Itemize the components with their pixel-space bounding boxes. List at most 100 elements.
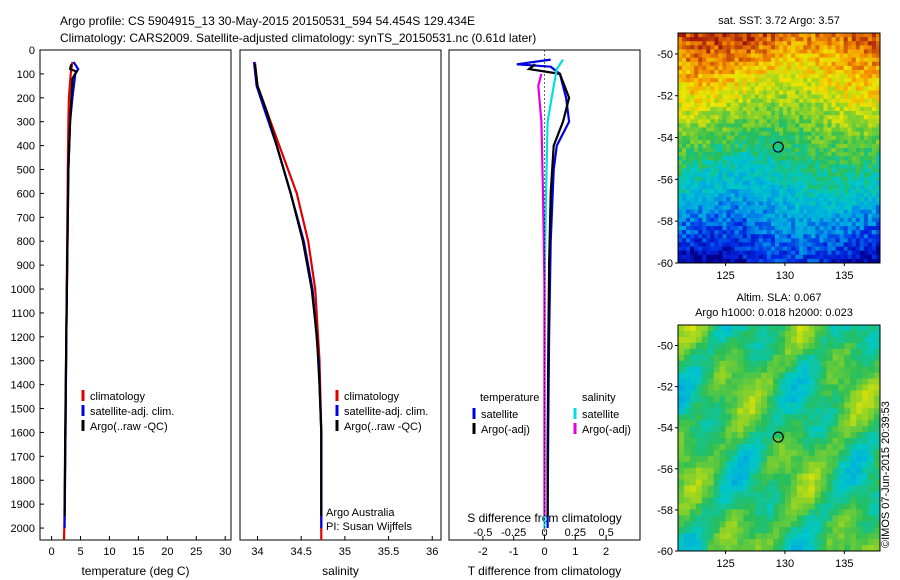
map-cell bbox=[867, 82, 873, 87]
map-cell bbox=[678, 90, 683, 96]
map-cell bbox=[701, 443, 709, 451]
map-cell bbox=[819, 246, 824, 252]
map-cell bbox=[713, 533, 720, 540]
map-cell bbox=[678, 250, 683, 256]
map-cell bbox=[871, 135, 877, 141]
map-cell bbox=[843, 160, 849, 165]
map-cell bbox=[690, 217, 695, 223]
map-cell bbox=[710, 127, 715, 132]
y-tick-label: 1800 bbox=[11, 475, 35, 487]
map-cell bbox=[855, 180, 861, 186]
map-cell bbox=[844, 426, 851, 433]
map-cell bbox=[678, 41, 683, 46]
map-cell bbox=[734, 94, 739, 100]
map-cell bbox=[867, 184, 873, 190]
map-cell bbox=[815, 139, 820, 145]
map-cell bbox=[820, 325, 827, 332]
map-cell bbox=[742, 226, 748, 231]
map-cell bbox=[874, 330, 881, 338]
map-cell bbox=[689, 479, 697, 486]
map-cell bbox=[690, 90, 695, 96]
map-cell bbox=[707, 354, 715, 362]
map-cell bbox=[737, 473, 744, 481]
map-cell bbox=[738, 217, 744, 223]
map-cell bbox=[750, 152, 756, 157]
map-cell bbox=[787, 45, 792, 50]
map-cell bbox=[742, 152, 748, 157]
map-cell bbox=[874, 485, 881, 492]
map-cell bbox=[706, 201, 711, 206]
map-cell bbox=[694, 86, 699, 91]
map-cell bbox=[750, 94, 756, 100]
map-cell bbox=[746, 250, 752, 256]
map-cell bbox=[689, 408, 697, 415]
map-cell bbox=[690, 148, 695, 153]
map-cell bbox=[791, 143, 796, 149]
map-cell bbox=[803, 156, 808, 161]
map-cell bbox=[755, 408, 762, 415]
map-cell bbox=[755, 372, 762, 379]
map-cell bbox=[766, 221, 772, 227]
map-cell bbox=[831, 115, 836, 120]
map-cell bbox=[779, 230, 784, 235]
map-cell bbox=[761, 479, 768, 486]
map-cell bbox=[850, 354, 857, 362]
map-cell bbox=[689, 336, 697, 344]
map-cell bbox=[737, 402, 744, 409]
map-cell bbox=[871, 254, 877, 260]
map-cell bbox=[863, 82, 869, 87]
map-cell bbox=[706, 61, 711, 67]
map-cell bbox=[755, 366, 762, 373]
map-cell bbox=[749, 479, 756, 486]
map-cell bbox=[726, 238, 731, 243]
map-cell bbox=[851, 65, 857, 71]
map-cell bbox=[867, 49, 873, 54]
map-cell bbox=[799, 57, 804, 63]
map-cell bbox=[863, 111, 869, 116]
map-cell bbox=[742, 242, 748, 247]
map-cell bbox=[815, 106, 820, 112]
map-cell bbox=[839, 111, 845, 116]
map-cell bbox=[701, 515, 709, 522]
map-cell bbox=[694, 254, 699, 260]
map-cell bbox=[802, 360, 810, 368]
map-cell bbox=[783, 221, 788, 227]
map-cell bbox=[827, 86, 832, 91]
map-cell bbox=[779, 131, 784, 137]
map-cell bbox=[731, 336, 738, 344]
map-cell bbox=[787, 176, 792, 182]
map-cell bbox=[719, 443, 726, 451]
map-cell bbox=[726, 164, 731, 169]
map-cell bbox=[734, 131, 739, 137]
map-cell bbox=[791, 197, 796, 202]
map-cell bbox=[742, 82, 748, 87]
map-cell bbox=[784, 479, 792, 486]
map-cell bbox=[758, 230, 764, 235]
map-cell bbox=[784, 485, 792, 492]
map-cell bbox=[750, 180, 756, 186]
map-cell bbox=[714, 230, 719, 235]
map-cell bbox=[738, 209, 744, 215]
map-cell bbox=[820, 479, 827, 486]
map-cell bbox=[678, 69, 683, 75]
map-cell bbox=[811, 197, 816, 202]
map-cell bbox=[807, 246, 812, 252]
map-cell bbox=[790, 503, 798, 510]
map-cell bbox=[779, 366, 786, 373]
map-cell bbox=[730, 258, 735, 264]
map-cell bbox=[750, 78, 756, 83]
map-cell bbox=[755, 461, 762, 469]
map-cell bbox=[850, 449, 857, 457]
map-cell bbox=[686, 156, 691, 161]
map-cell bbox=[835, 94, 840, 100]
map-cell bbox=[784, 497, 792, 504]
map-cell bbox=[814, 521, 821, 528]
map-cell bbox=[791, 164, 796, 169]
map-cell bbox=[714, 45, 719, 50]
map-cell bbox=[863, 69, 869, 75]
map-cell bbox=[718, 234, 723, 239]
map-cell bbox=[796, 533, 804, 540]
map-cell bbox=[815, 226, 820, 231]
map-cell bbox=[762, 242, 768, 247]
map-cell bbox=[827, 139, 832, 145]
